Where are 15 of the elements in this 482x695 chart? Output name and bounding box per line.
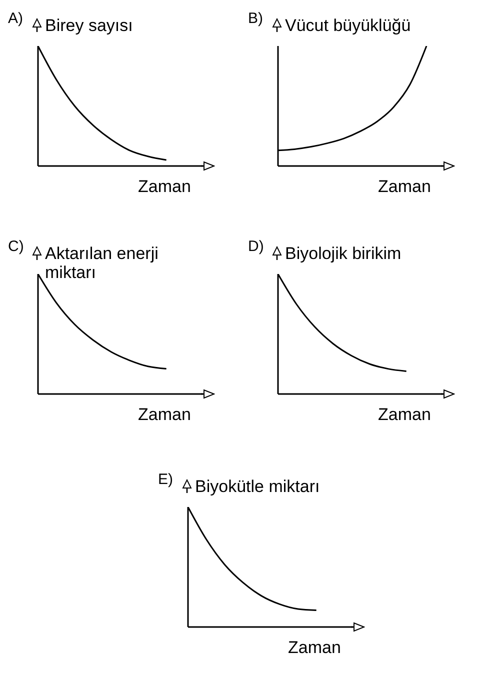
y-axis-title: Birey sayısı (45, 16, 133, 35)
chart-title: A) (8, 10, 23, 27)
y-axis-title: Vücut büyüklüğü (285, 16, 411, 35)
chart-title: B) (248, 10, 263, 27)
y-axis-title: Aktarılan enerji miktarı (45, 244, 160, 282)
y-axis-title: Biyolojik birikim (285, 244, 402, 263)
x-axis-title: Zaman (288, 638, 341, 658)
chart-title: C) (8, 238, 24, 255)
chart-title: E) (158, 471, 173, 488)
chart-title: D) (248, 238, 264, 255)
y-axis-title: Biyokütle miktarı (195, 477, 320, 496)
x-axis-title: Zaman (138, 405, 191, 425)
x-axis-title: Zaman (378, 177, 431, 197)
x-axis-title: Zaman (378, 405, 431, 425)
x-axis-title: Zaman (138, 177, 191, 197)
